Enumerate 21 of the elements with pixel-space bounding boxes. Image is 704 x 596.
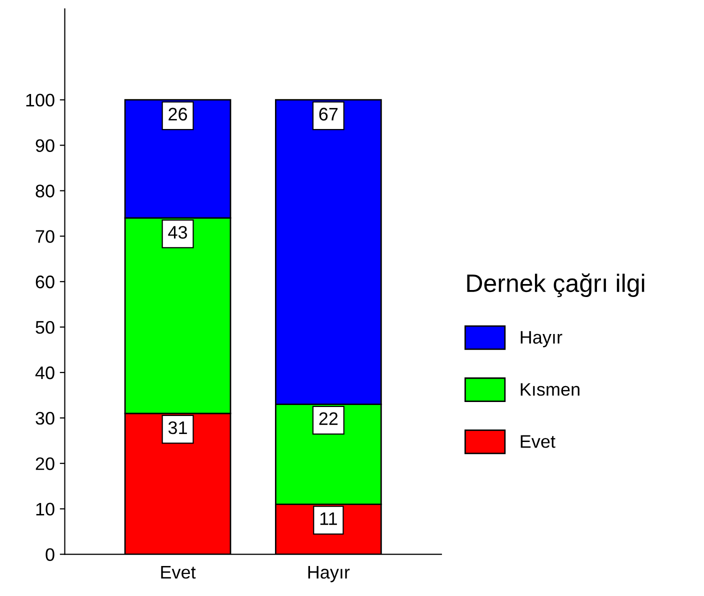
- data-label: 31: [168, 421, 187, 434]
- y-tick-label: 30: [36, 412, 54, 425]
- data-label: 22: [319, 412, 338, 425]
- data-label: 67: [319, 108, 338, 121]
- y-tick-label: 0: [46, 548, 54, 561]
- y-tick-label: 40: [35, 366, 54, 380]
- y-tick-label: 100: [26, 94, 54, 107]
- y-tick-label: 10: [36, 502, 54, 516]
- y-tick-label: 90: [36, 139, 54, 152]
- data-label: 43: [168, 226, 188, 239]
- y-tick-label: 60: [36, 276, 54, 288]
- y-tick-label: 80: [36, 184, 54, 198]
- y-tick-label: 50: [36, 320, 54, 334]
- legend-label: Evet: [520, 435, 556, 448]
- y-tick-label: 20: [36, 457, 54, 470]
- legend-title: Dernek çağrı ilgi: [467, 273, 644, 298]
- data-label: 11: [320, 512, 337, 525]
- legend-label: Hayır: [520, 331, 562, 348]
- data-label: 26: [168, 108, 188, 121]
- y-tick-label: 70: [36, 230, 54, 243]
- legend-label: Kısmen: [520, 383, 580, 396]
